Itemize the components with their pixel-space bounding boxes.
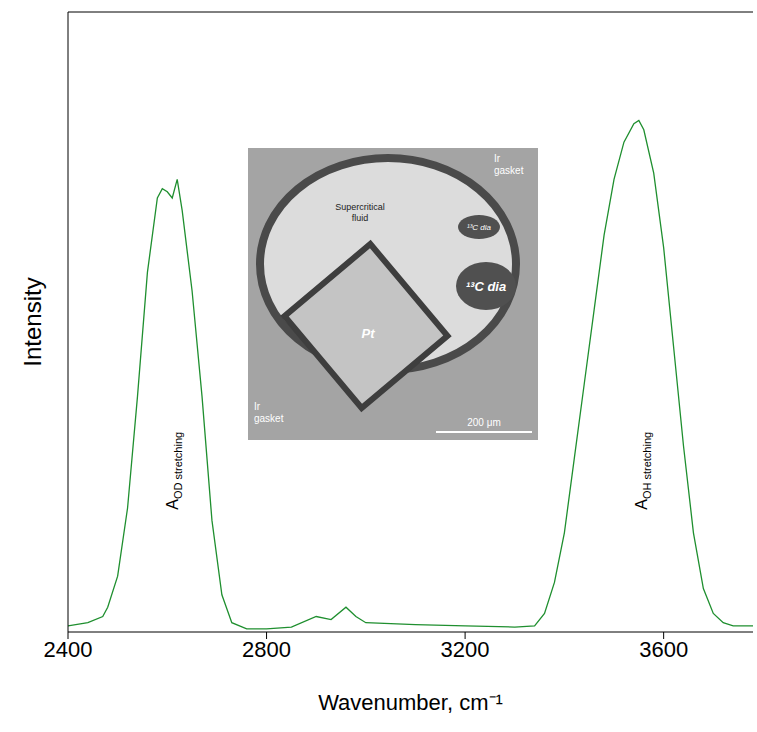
svg-text:3200: 3200 [441,637,490,662]
svg-text:AOH stretching: AOH stretching [633,432,653,510]
svg-text:Pt: Pt [362,326,376,341]
svg-text:¹³C dia: ¹³C dia [467,223,492,232]
svg-text:3600: 3600 [639,637,688,662]
svg-text:Irgasket: Irgasket [254,401,284,424]
svg-text:Supercriticalfluid: Supercriticalfluid [335,202,385,223]
svg-text:AOD stretching: AOD stretching [164,432,184,510]
svg-text:¹³C dia: ¹³C dia [466,279,506,294]
svg-text:Irgasket: Irgasket [494,153,524,176]
svg-text:200 μm: 200 μm [467,417,501,428]
svg-text:2800: 2800 [242,637,291,662]
svg-text:2400: 2400 [44,637,93,662]
svg-text:Intensity: Intensity [19,277,46,366]
svg-text:Wavenumber, cm⁻¹: Wavenumber, cm⁻¹ [318,690,503,715]
